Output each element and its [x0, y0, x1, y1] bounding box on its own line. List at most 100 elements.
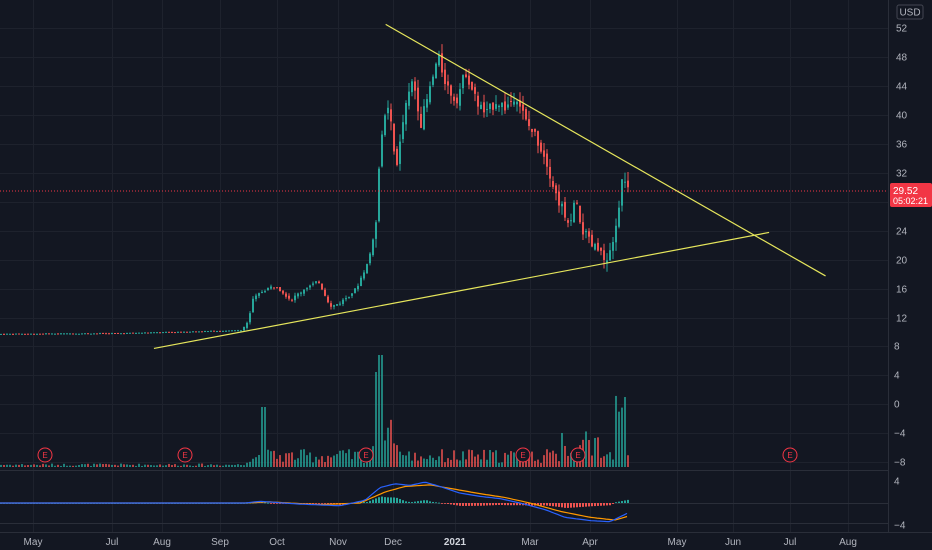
macd-histogram-bar — [501, 503, 503, 505]
volume-bar — [84, 464, 86, 467]
candle-body — [174, 332, 176, 334]
price-tick-label: 44 — [896, 82, 908, 93]
macd-histogram-bar — [318, 503, 320, 504]
volume-tick-label: −4 — [894, 429, 906, 440]
macd-histogram-bar — [513, 503, 515, 506]
candle-body — [474, 87, 476, 94]
candle-body — [336, 304, 338, 306]
candle-body — [111, 333, 113, 335]
candle-body — [237, 330, 239, 332]
trendline-descending[interactable] — [385, 23, 826, 277]
volume-bar — [87, 463, 89, 467]
candle-body — [12, 333, 14, 335]
time-tick-label: May — [24, 537, 43, 548]
trendlines — [153, 23, 826, 350]
macd-histogram-bar — [609, 503, 611, 506]
candle-body — [603, 250, 605, 260]
candle-body — [207, 331, 209, 333]
volume-bar — [261, 407, 263, 467]
volume-bar — [471, 450, 473, 467]
macd-histogram-bar — [417, 501, 419, 503]
price-tick-label: 32 — [896, 169, 908, 180]
volume-bar — [264, 407, 266, 467]
time-tick-label: Nov — [329, 537, 347, 548]
macd-histogram-bar — [444, 503, 446, 504]
volume-bar — [402, 455, 404, 467]
candle-body — [45, 333, 47, 335]
macd-histogram-bar — [564, 503, 566, 508]
macd-histogram-bar — [567, 503, 569, 508]
volume-bar — [93, 463, 95, 467]
volume-bar — [36, 464, 38, 467]
volume-bar — [375, 372, 377, 467]
candle-body — [54, 333, 56, 335]
candle-body — [378, 168, 380, 222]
earnings-marker[interactable]: E — [570, 447, 586, 463]
volume-bar — [492, 452, 494, 467]
earnings-marker[interactable]: E — [515, 447, 531, 463]
time-axis[interactable]: May Jul Aug Sep Oct Nov Dec 2021 Mar Apr May Jun Jul… — [24, 537, 857, 548]
candle-body — [282, 290, 284, 294]
candle-body — [594, 243, 596, 250]
earnings-marker[interactable]: E — [37, 447, 53, 463]
volume-bar — [393, 443, 395, 467]
macd-histogram-bar — [270, 503, 272, 504]
candle-body — [24, 333, 26, 335]
earnings-label: E — [182, 451, 187, 460]
candle-body — [150, 332, 152, 334]
macd-histogram-bar — [405, 501, 407, 503]
price-axis[interactable]: 5248444036322824201612 — [896, 24, 908, 325]
candle-body — [162, 332, 164, 334]
candle-body — [354, 288, 356, 293]
earnings-marker[interactable]: E — [782, 447, 798, 463]
trendline-ascending[interactable] — [153, 231, 770, 350]
candle-body — [99, 333, 101, 335]
candle-body — [357, 285, 359, 290]
volume-bar — [591, 455, 593, 467]
volume-bar — [351, 459, 353, 467]
candle-body — [216, 331, 218, 333]
time-tick-label: Jul — [784, 537, 797, 548]
volume-bar — [309, 452, 311, 467]
candle-body — [219, 330, 221, 332]
volume-bar — [624, 397, 626, 467]
candle-body — [141, 332, 143, 334]
earnings-label: E — [575, 451, 580, 460]
candle-body — [318, 281, 320, 284]
candle-body — [21, 333, 23, 335]
currency-label[interactable]: USD — [896, 4, 924, 20]
macd-histogram-bar — [453, 503, 455, 505]
candle-body — [480, 104, 482, 110]
candle-body — [417, 87, 419, 112]
candle-body — [213, 330, 215, 332]
volume-bar — [114, 464, 116, 467]
volume-bar — [327, 455, 329, 467]
volume-bar — [249, 461, 251, 467]
earnings-marker[interactable]: E — [358, 447, 374, 463]
price-badge-value: 29.52 — [893, 186, 918, 197]
macd-histogram-bar — [363, 502, 365, 503]
volume-bar — [585, 431, 587, 467]
candle-body — [531, 128, 533, 132]
macd-histogram-bar — [435, 502, 437, 504]
macd-histogram-bar — [549, 503, 551, 506]
volume-bar — [600, 457, 602, 467]
volume-tick-label: −8 — [894, 458, 906, 469]
candle-body — [510, 101, 512, 103]
currency-text: USD — [899, 8, 920, 19]
candle-body — [549, 166, 551, 179]
volume-bar — [528, 457, 530, 467]
candle-body — [15, 333, 17, 335]
earnings-marker[interactable]: E — [177, 447, 193, 463]
candle-body — [75, 333, 77, 335]
candle-body — [618, 207, 620, 227]
time-tick-label: Mar — [521, 537, 539, 548]
macd-histogram-bar — [606, 503, 608, 506]
volume-bar — [537, 459, 539, 467]
candle-body — [234, 330, 236, 332]
candle-body — [561, 203, 563, 207]
candle-body — [423, 106, 425, 130]
candle-body — [303, 289, 305, 294]
